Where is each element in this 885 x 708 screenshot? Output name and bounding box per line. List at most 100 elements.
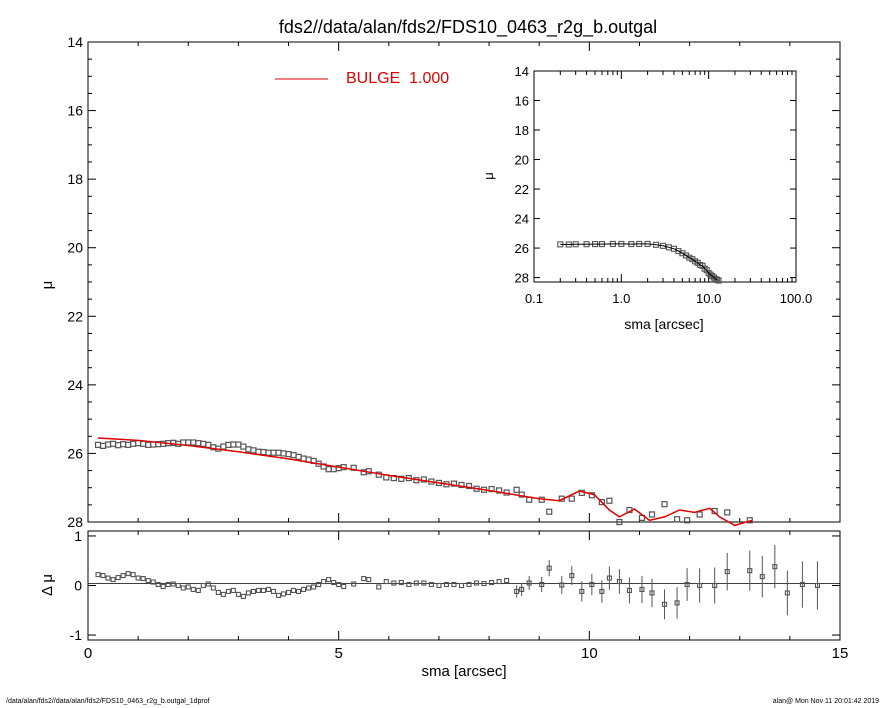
residual-point [105, 575, 111, 581]
residual-point [180, 585, 186, 591]
inset-y-tick-label: 16 [515, 94, 529, 109]
data-point [275, 449, 282, 456]
inset-x-tick-label: 1.0 [612, 291, 630, 306]
residual-point [280, 591, 287, 597]
residual-point [626, 587, 632, 594]
main-y-tick-label: 18 [67, 171, 83, 187]
inset-y-tick-label: 14 [515, 64, 529, 79]
residual-point [341, 583, 347, 590]
inset-x-tick-label: 0.1 [525, 291, 543, 306]
inset-axes: 14 16 18 20 22 24 26 28 0.1 1.0 10.0 100.0 [515, 64, 813, 306]
data-point [240, 443, 247, 450]
residual-point [473, 580, 480, 586]
residual-point [546, 565, 552, 571]
residual-point [205, 581, 211, 587]
inset-curve [560, 243, 719, 281]
residual-point [428, 581, 434, 588]
inset-x-label: sma [arcsec] [624, 316, 703, 332]
data-point [195, 440, 202, 447]
main-y-tick-label: 20 [67, 240, 83, 256]
residual-axes: 10-10 5 10 15 [70, 528, 849, 662]
data-point [260, 448, 267, 456]
data-point [99, 442, 107, 449]
residual-point [255, 587, 262, 594]
residual-point [712, 582, 718, 589]
residual-point [250, 588, 256, 594]
inset-point [715, 277, 722, 284]
residual-point [331, 579, 337, 586]
data-point [420, 476, 427, 483]
data-point [295, 453, 302, 460]
residual-point [697, 582, 703, 589]
inset-x-tick-label: 100.0 [780, 291, 813, 306]
residual-point [140, 576, 146, 582]
residual-point [215, 589, 221, 595]
legend-label: BULGE 1.000 [346, 70, 449, 87]
main-y-tick-label: 26 [67, 445, 83, 461]
residual-point [130, 572, 136, 578]
residual-point [190, 586, 196, 593]
residual-point [311, 584, 317, 590]
residual-point [336, 581, 342, 588]
residual-point [301, 586, 307, 593]
residual-point [235, 591, 241, 597]
data-point [250, 447, 257, 454]
main-y-label: μ [39, 281, 56, 290]
data-point [225, 441, 232, 448]
residual-point [436, 582, 442, 589]
residual-point [616, 578, 622, 585]
residual-point [321, 578, 327, 585]
residual-point [391, 580, 397, 586]
residual-point [559, 582, 565, 588]
inset-x-tick-label: 10.0 [696, 291, 721, 306]
data-point [235, 441, 242, 448]
x-tick-label: 5 [334, 645, 342, 662]
residual-point [639, 586, 645, 593]
residual-point [145, 577, 151, 584]
residual-point [125, 571, 131, 577]
main-y-tick-label: 24 [67, 377, 83, 393]
residual-point [135, 575, 141, 581]
model-line [97, 437, 753, 527]
residual-point [270, 588, 277, 594]
inset-y-tick-label: 18 [515, 123, 529, 138]
data-point [265, 449, 272, 456]
data-point [270, 449, 277, 456]
residual-y-label: Δ μ [39, 574, 56, 596]
residual-point [661, 601, 668, 607]
residual-point [100, 573, 106, 579]
data-point [130, 440, 137, 447]
data-point [104, 441, 112, 448]
residual-point [150, 579, 156, 585]
residual-point [361, 576, 367, 582]
residual-point [366, 577, 372, 583]
data-point [280, 450, 287, 457]
model-curve [97, 437, 753, 527]
inset-y-label: μ [481, 172, 496, 180]
residual-point [120, 573, 126, 579]
residual-point [481, 580, 487, 587]
residual-point [814, 582, 820, 589]
data-point [495, 487, 503, 494]
residual-point [772, 564, 778, 570]
data-point [125, 441, 132, 448]
inset-y-tick-label: 20 [515, 153, 529, 168]
residual-point [466, 581, 472, 588]
residual-point [684, 581, 690, 588]
footer-right: alan@ Mon Nov 11 20:01:42 2019 [772, 698, 879, 705]
x-axis-label: sma [arcsec] [421, 663, 506, 680]
inset-y-tick-label: 26 [515, 241, 529, 256]
residual-point [458, 582, 465, 589]
residual-point [589, 581, 595, 588]
residual-point [265, 586, 272, 593]
data-point [190, 439, 197, 446]
chart-title: fds2//data/alan/fds2/FDS10_0463_r2g_b.ou… [279, 17, 657, 38]
residual-point [504, 577, 510, 584]
residual-point [496, 578, 502, 585]
residual-point [383, 578, 389, 585]
residual-point [155, 581, 161, 588]
inset-y-tick-label: 22 [515, 182, 529, 197]
data-point [220, 443, 227, 450]
residual-point [606, 575, 612, 581]
residual-point [306, 585, 312, 591]
